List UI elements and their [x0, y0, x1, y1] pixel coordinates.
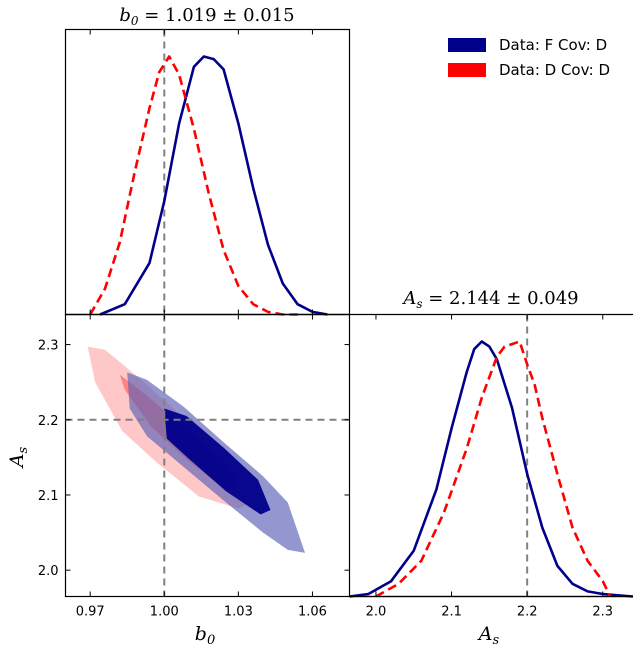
As-yaxis-label: As [6, 446, 31, 469]
b0-marginal-frame [64, 28, 351, 316]
As-marginal-title: As = 2.144 ± 0.049 [401, 288, 578, 311]
As-xaxis-label: As [477, 623, 500, 648]
series-line-D-Cov-D [89, 55, 298, 316]
As-title-value: = 2.144 ± 0.049 [423, 288, 579, 309]
b0-xtick-label: 1.00 [150, 605, 179, 620]
As-title-symbol: A [401, 288, 416, 309]
As-ytick-label: 2.2 [38, 414, 59, 429]
As-xtick-label: 2.0 [366, 605, 387, 620]
As-ytick-label: 2.1 [38, 489, 59, 504]
As-title-subscript: s [416, 297, 422, 311]
b0-marginal-curves [65, 29, 350, 316]
legend: Data: F Cov: D Data: D Cov: D [448, 36, 610, 79]
legend-swatch-blue [448, 38, 486, 52]
As-ytick-label: 2.3 [38, 339, 59, 354]
b0-As-contours [65, 314, 350, 597]
contour-blue-68pct [164, 408, 271, 515]
b0-xlabel-symbol: b [195, 623, 207, 645]
b0-xtick-label: 1.06 [298, 605, 327, 620]
legend-swatch-red [448, 63, 486, 77]
series-line-D-Cov-D [375, 340, 612, 598]
legend-item-red: Data: D Cov: D [448, 61, 610, 79]
As-ylabel-symbol: A [6, 453, 28, 469]
legend-label-red: Data: D Cov: D [499, 61, 610, 79]
As-ylabel-subscript: s [16, 446, 31, 453]
b0-marginal-title: b0 = 1.019 ± 0.015 [119, 5, 294, 28]
axis-ticks: 0.97 1.00 1.03 1.06 2.0 2.1 2.2 2.3 2.0 2.1 2.2 2.3 [38, 29, 613, 620]
As-ytick-label: 2.0 [38, 564, 59, 579]
As-xlabel-symbol: A [477, 623, 493, 645]
series-line-F-Cov-D [99, 55, 328, 316]
b0-title-symbol: b [119, 5, 131, 26]
b0-title-value: = 1.019 ± 0.015 [139, 5, 295, 26]
series-line-F-Cov-D [349, 340, 633, 598]
As-xtick-label: 2.3 [592, 605, 613, 620]
b0-xlabel-subscript: 0 [207, 633, 215, 648]
b0-title-subscript: 0 [131, 14, 139, 28]
As-xlabel-subscript: s [493, 633, 500, 648]
legend-item-blue: Data: F Cov: D [448, 36, 607, 54]
As-xtick-label: 2.2 [517, 605, 538, 620]
b0-xtick-label: 0.97 [76, 605, 105, 620]
b0-xtick-label: 1.03 [224, 605, 253, 620]
As-marginal-curves [349, 314, 633, 598]
b0-xaxis-label: b0 [195, 623, 215, 648]
As-xtick-label: 2.1 [441, 605, 462, 620]
legend-label-blue: Data: F Cov: D [499, 36, 607, 54]
